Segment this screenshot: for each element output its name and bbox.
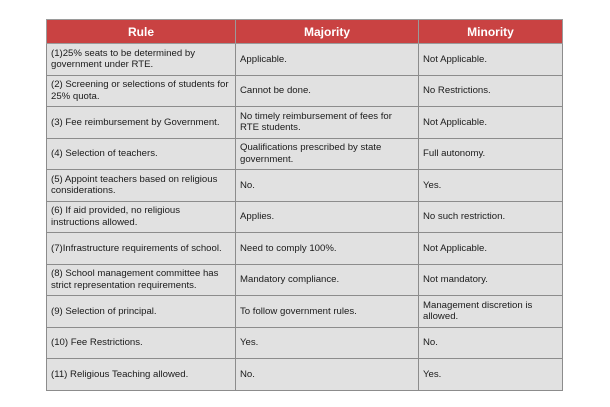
minority-cell: Not mandatory. (418, 263, 563, 296)
minority-cell: Yes. (418, 358, 563, 391)
majority-cell: Mandatory compliance. (235, 263, 419, 296)
table-row: (6) If aid provided, no religious instru… (46, 200, 563, 233)
minority-cell: Full autonomy. (418, 137, 563, 170)
rule-cell: (8) School management committee has stri… (46, 263, 236, 296)
table-row: (9) Selection of principal. To follow gov… (46, 295, 563, 328)
minority-cell: Management discretion is allowed. (418, 295, 563, 328)
table-row: (1)25% seats to be determined by governm… (46, 43, 563, 76)
majority-cell: Cannot be done. (235, 74, 419, 107)
table-row: (5) Appoint teachers based on religious … (46, 169, 563, 202)
rule-cell: (9) Selection of principal. (46, 295, 236, 328)
majority-cell: Applies. (235, 200, 419, 233)
rule-cell: (1)25% seats to be determined by governm… (46, 43, 236, 76)
rule-cell: (11) Religious Teaching allowed. (46, 358, 236, 391)
minority-cell: Not Applicable. (418, 43, 563, 76)
minority-cell: No. (418, 326, 563, 359)
table-row: (7)Infrastructure requirements of school… (46, 232, 563, 265)
table-row: (10) Fee Restrictions. Yes. No. (46, 326, 563, 359)
minority-cell: Yes. (418, 169, 563, 202)
minority-cell: No Restrictions. (418, 74, 563, 107)
rule-cell: (5) Appoint teachers based on religious … (46, 169, 236, 202)
header-minority: Minority (418, 19, 563, 44)
majority-cell: Yes. (235, 326, 419, 359)
header-row: Rule Majority Minority (46, 19, 563, 44)
table-row: (4) Selection of teachers. Qualifications… (46, 137, 563, 170)
majority-cell: Qualifications prescribed by state gover… (235, 137, 419, 170)
header-rule: Rule (46, 19, 236, 44)
header-majority: Majority (235, 19, 419, 44)
table-row: (2) Screening or selections of students … (46, 74, 563, 107)
majority-cell: No. (235, 169, 419, 202)
majority-cell: To follow government rules. (235, 295, 419, 328)
rule-cell: (3) Fee reimbursement by Government. (46, 106, 236, 139)
majority-cell: Applicable. (235, 43, 419, 76)
rule-cell: (7)Infrastructure requirements of school… (46, 232, 236, 265)
majority-cell: No. (235, 358, 419, 391)
rule-cell: (2) Screening or selections of students … (46, 74, 236, 107)
minority-cell: Not Applicable. (418, 106, 563, 139)
table-row: (3) Fee reimbursement by Government. No t… (46, 106, 563, 139)
rule-cell: (10) Fee Restrictions. (46, 326, 236, 359)
minority-cell: No such restriction. (418, 200, 563, 233)
table-row: (11) Religious Teaching allowed. No. Yes. (46, 358, 563, 391)
majority-cell: No timely reimbursement of fees for RTE … (235, 106, 419, 139)
rule-cell: (4) Selection of teachers. (46, 137, 236, 170)
rule-cell: (6) If aid provided, no religious instru… (46, 200, 236, 233)
minority-cell: Not Applicable. (418, 232, 563, 265)
rules-comparison-table: Rule Majority Minority (1)25% seats to b… (46, 19, 563, 391)
majority-cell: Need to comply 100%. (235, 232, 419, 265)
table-row: (8) School management committee has stri… (46, 263, 563, 296)
